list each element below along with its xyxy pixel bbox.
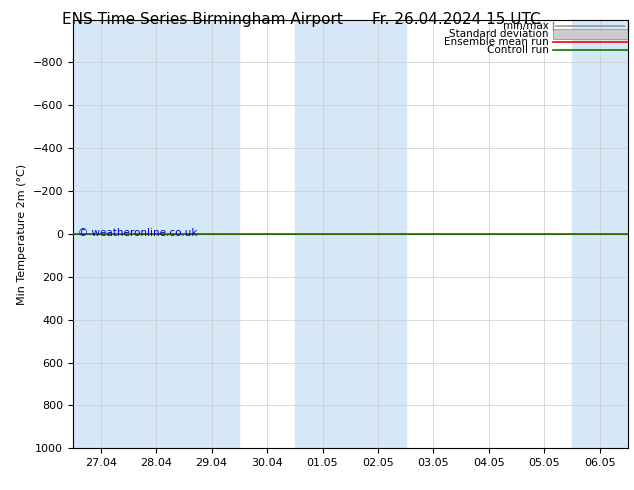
Bar	[573, 20, 628, 448]
Text: Fr. 26.04.2024 15 UTC: Fr. 26.04.2024 15 UTC	[372, 12, 541, 27]
Y-axis label: Min Temperature 2m (°C): Min Temperature 2m (°C)	[17, 163, 27, 305]
Text: min/max: min/max	[503, 21, 549, 31]
Text: Controll run: Controll run	[487, 46, 549, 55]
Bar	[553, 29, 628, 39]
Text: ENS Time Series Birmingham Airport: ENS Time Series Birmingham Airport	[62, 12, 344, 27]
Bar	[73, 20, 184, 448]
Text: Standard deviation: Standard deviation	[450, 29, 549, 39]
Bar	[295, 20, 406, 448]
Bar	[184, 20, 240, 448]
Text: © weatheronline.co.uk: © weatheronline.co.uk	[79, 228, 198, 238]
Text: Ensemble mean run: Ensemble mean run	[444, 37, 549, 48]
